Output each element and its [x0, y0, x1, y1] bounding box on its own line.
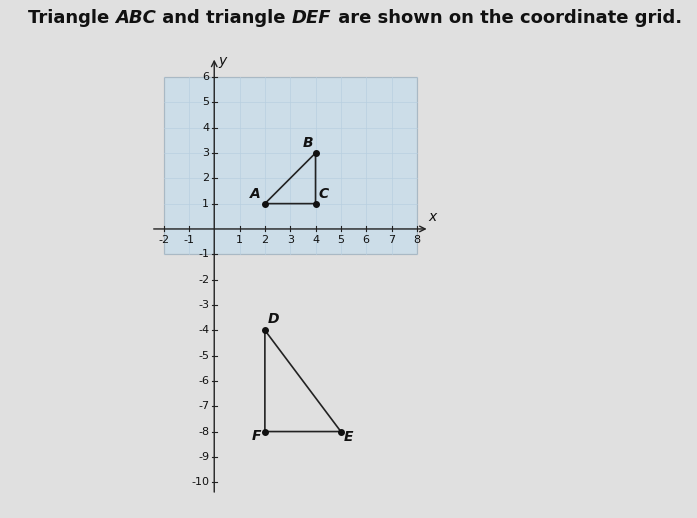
Text: 4: 4	[202, 123, 209, 133]
Text: Triangle: Triangle	[28, 9, 116, 27]
Text: 1: 1	[236, 235, 243, 246]
Text: -9: -9	[198, 452, 209, 462]
Text: 6: 6	[362, 235, 369, 246]
Text: x: x	[428, 210, 436, 224]
Text: 8: 8	[413, 235, 420, 246]
Text: -10: -10	[191, 477, 209, 487]
Text: -7: -7	[198, 401, 209, 411]
Text: -3: -3	[198, 300, 209, 310]
Text: F: F	[252, 429, 261, 443]
Text: 7: 7	[388, 235, 395, 246]
Text: DEF: DEF	[292, 9, 332, 27]
Text: 1: 1	[202, 198, 209, 209]
Text: B: B	[302, 136, 313, 150]
Text: C: C	[318, 187, 328, 201]
Text: 5: 5	[202, 97, 209, 107]
Bar	[164, 77, 417, 254]
Text: y: y	[218, 54, 227, 68]
Text: and triangle: and triangle	[156, 9, 292, 27]
Text: -2: -2	[198, 275, 209, 284]
Text: -5: -5	[198, 351, 209, 361]
Text: 2: 2	[202, 174, 209, 183]
Text: -1: -1	[183, 235, 194, 246]
Text: -8: -8	[198, 426, 209, 437]
Text: 6: 6	[202, 72, 209, 82]
Text: ABC: ABC	[116, 9, 156, 27]
Text: 5: 5	[337, 235, 344, 246]
Text: 3: 3	[286, 235, 293, 246]
Text: -6: -6	[198, 376, 209, 386]
Text: -4: -4	[198, 325, 209, 335]
Text: 3: 3	[202, 148, 209, 158]
Text: -1: -1	[198, 249, 209, 260]
Text: 2: 2	[261, 235, 268, 246]
Text: are shown on the coordinate grid.: are shown on the coordinate grid.	[332, 9, 682, 27]
Text: -2: -2	[158, 235, 169, 246]
Text: D: D	[268, 312, 279, 326]
Text: E: E	[344, 430, 353, 444]
Text: A: A	[250, 187, 261, 201]
Text: 4: 4	[312, 235, 319, 246]
